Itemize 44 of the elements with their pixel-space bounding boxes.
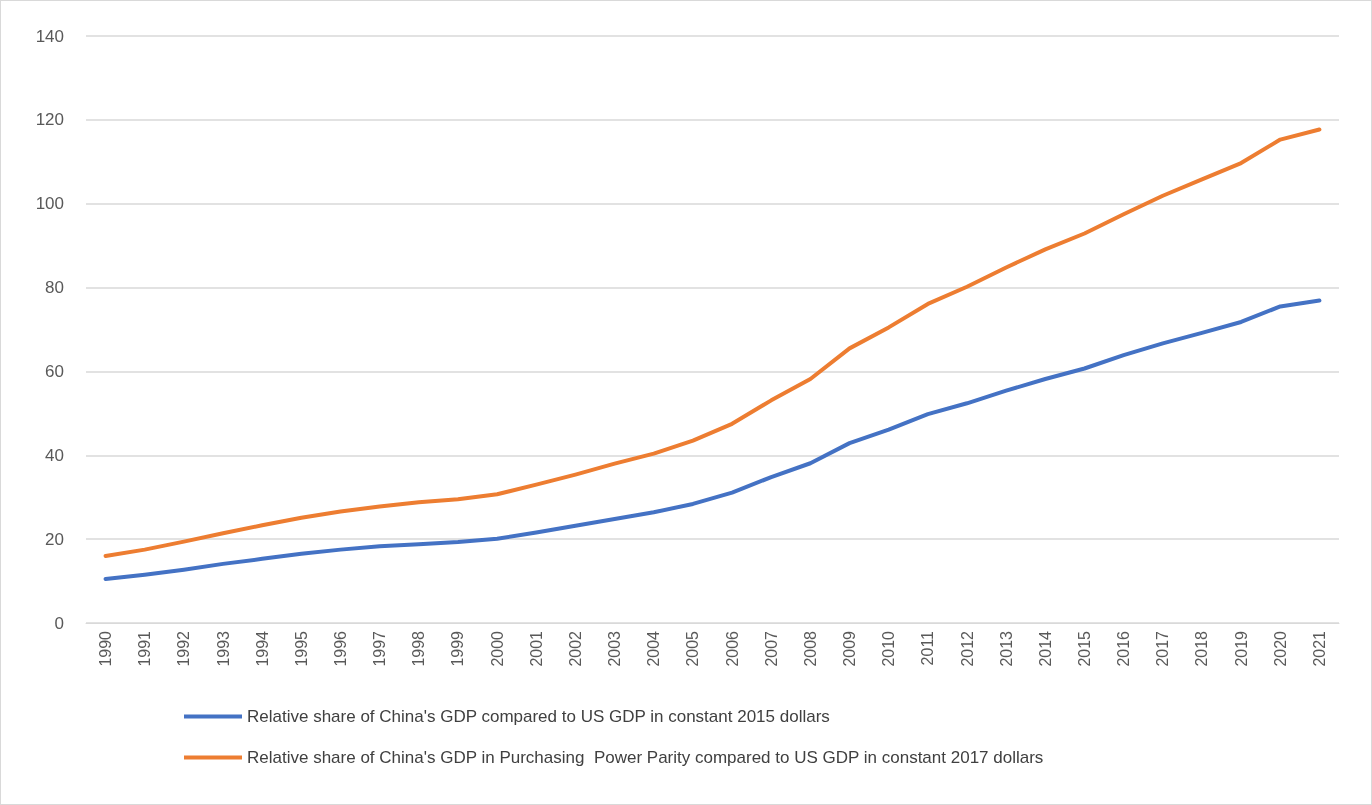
x-tick-label: 2013 bbox=[997, 630, 1015, 667]
y-tick-label: 140 bbox=[35, 26, 64, 46]
x-tick-label: 2009 bbox=[841, 630, 859, 667]
x-tick-label: 2015 bbox=[1075, 630, 1093, 667]
x-tick-label: 2021 bbox=[1310, 630, 1328, 667]
x-tick-label: 2004 bbox=[645, 630, 663, 667]
legend-label: Relative share of China's GDP compared to US GDP in constant 2015 dollars bbox=[247, 707, 830, 726]
x-tick-label: 2001 bbox=[527, 630, 545, 667]
y-tick-label: 80 bbox=[45, 278, 64, 298]
x-tick-label: 2016 bbox=[1115, 630, 1133, 667]
y-tick-label: 60 bbox=[45, 361, 64, 381]
x-tick-label: 2010 bbox=[880, 630, 898, 667]
legend-label: Relative share of China's GDP in Purchasing Power Parity compared to US GDP in constant 2017 dollars bbox=[247, 748, 1044, 767]
x-tick-label: 1993 bbox=[214, 630, 232, 667]
x-tick-label: 2005 bbox=[684, 630, 702, 667]
x-tick-label: 1996 bbox=[332, 630, 350, 667]
x-tick-label: 2017 bbox=[1154, 630, 1172, 667]
x-tick-label: 1997 bbox=[371, 630, 389, 667]
y-tick-label: 120 bbox=[35, 110, 64, 130]
line-series bbox=[103, 298, 1322, 581]
line-series bbox=[103, 127, 1322, 558]
x-tick-label: 1995 bbox=[292, 630, 310, 667]
y-tick-label: 100 bbox=[35, 194, 64, 214]
x-tick-label: 2003 bbox=[606, 630, 624, 667]
x-tick-label: 2011 bbox=[919, 630, 937, 666]
x-tick-label: 1992 bbox=[175, 630, 193, 667]
y-tick-label: 0 bbox=[54, 613, 64, 633]
x-tick-label: 2019 bbox=[1232, 630, 1250, 667]
x-tick-label: 1991 bbox=[136, 630, 154, 667]
y-tick-label: 40 bbox=[45, 445, 64, 465]
y-tick-label: 20 bbox=[45, 529, 64, 549]
x-tick-label: 2007 bbox=[762, 630, 780, 667]
x-tick-label: 2018 bbox=[1193, 630, 1211, 667]
x-tick-label: 2012 bbox=[958, 630, 976, 667]
x-tick-label: 2014 bbox=[1036, 630, 1054, 667]
x-tick-label: 2006 bbox=[723, 630, 741, 667]
x-tick-label: 2000 bbox=[488, 630, 506, 667]
x-tick-label: 2020 bbox=[1271, 630, 1289, 667]
x-tick-label: 2002 bbox=[566, 630, 584, 667]
x-tick-label: 1999 bbox=[449, 630, 467, 667]
x-tick-label: 2008 bbox=[801, 630, 819, 667]
x-tick-label: 1998 bbox=[410, 630, 428, 667]
x-tick-label: 1990 bbox=[97, 630, 115, 667]
x-tick-label: 1994 bbox=[253, 630, 271, 667]
